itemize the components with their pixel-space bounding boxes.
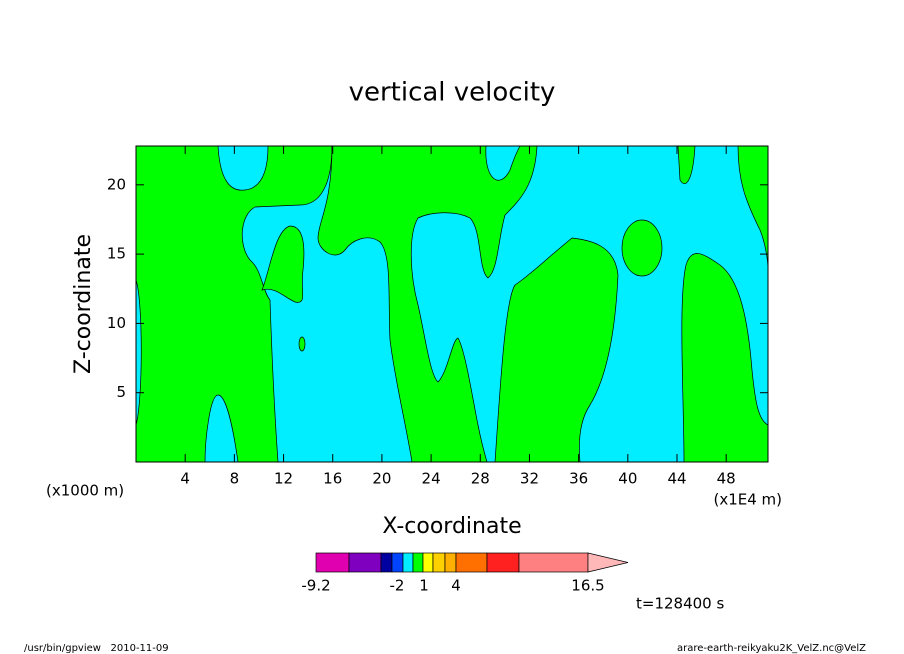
contour-region: [681, 253, 769, 463]
x-tick-label: 32: [520, 470, 539, 488]
plot-frame: [135, 145, 769, 463]
y-tick-label: 20: [107, 175, 126, 193]
colorbar-segment: [455, 552, 488, 573]
contour-field: [135, 145, 769, 463]
y-tick-label: 15: [107, 245, 126, 263]
contour-region: [261, 225, 305, 303]
contour-region: [135, 279, 142, 426]
footer-left: /usr/bin/gpview 2010-11-09: [24, 643, 169, 654]
colorbar-segment: [315, 552, 350, 573]
contour-region: [621, 219, 663, 277]
x-tick-label: 44: [667, 470, 686, 488]
colorbar-segment: [432, 552, 446, 573]
contour-region: [494, 237, 619, 463]
y-tick-label: 10: [107, 314, 126, 332]
colorbar-tick-label: 16.5: [571, 577, 604, 595]
x-unit-note: (x1000 m): [46, 482, 124, 500]
colorbar-segment: [380, 552, 393, 573]
colorbar-segment: [518, 552, 589, 573]
colorbar-extension: [587, 552, 629, 573]
colorbar-segment: [402, 552, 414, 573]
colorbar-segment: [412, 552, 424, 573]
x-axis-title: X-coordinate: [382, 514, 521, 539]
y-axis-title: Z-coordinate: [71, 234, 96, 374]
chart-title: vertical velocity: [349, 78, 556, 108]
x-scale-note: (x1E4 m): [713, 491, 782, 509]
x-tick-label: 12: [274, 470, 293, 488]
x-tick-label: 40: [618, 470, 637, 488]
x-tick-label: 8: [230, 470, 240, 488]
x-tick-label: 48: [717, 470, 736, 488]
x-tick-label: 16: [323, 470, 342, 488]
colorbar-segment: [422, 552, 434, 573]
contour-region: [135, 145, 333, 463]
colorbar-tick-label: -9.2: [301, 577, 330, 595]
footer-right: arare-earth-reikyaku2K_VelZ.nc@VelZ: [677, 643, 866, 654]
colorbar-tick-label: 1: [419, 577, 429, 595]
time-label: t=128400 s: [636, 595, 724, 613]
x-tick-label: 4: [180, 470, 190, 488]
colorbar-segment: [444, 552, 457, 573]
contour-region: [298, 336, 306, 352]
colorbar-segment: [348, 552, 382, 573]
y-tick-label: 5: [116, 383, 126, 401]
colorbar-segment: [486, 552, 520, 573]
x-tick-label: 36: [569, 470, 588, 488]
colorbar-segment: [391, 552, 404, 573]
x-tick-label: 20: [372, 470, 391, 488]
contour-region: [317, 145, 538, 463]
x-tick-label: 28: [471, 470, 490, 488]
colorbar-tick-label: -2: [390, 577, 405, 595]
x-tick-label: 24: [422, 470, 441, 488]
colorbar-tick-label: 4: [451, 577, 461, 595]
